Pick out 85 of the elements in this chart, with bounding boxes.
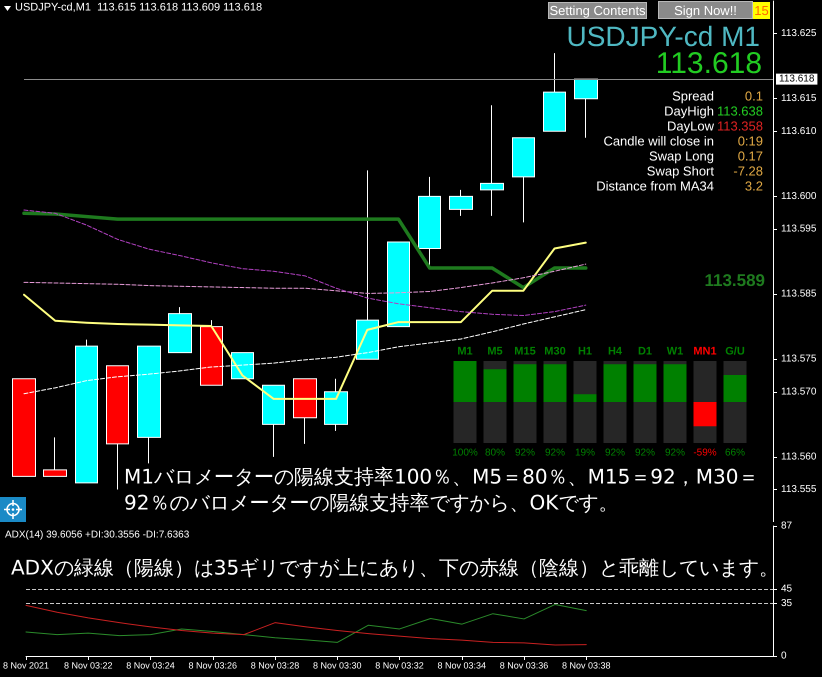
- ref-line-label: 113.618: [779, 74, 815, 85]
- candlestick: [293, 378, 317, 444]
- x-tick-label: 8 Nov 03:36: [500, 660, 548, 670]
- x-tick-label: M5: [487, 346, 503, 358]
- x-tick-label: M30: [544, 346, 566, 358]
- candlestick: [262, 384, 285, 458]
- x-tick-label: 8 Nov 03:26: [188, 660, 238, 670]
- line-series: [24, 264, 586, 294]
- x-tick-label: M15: [514, 346, 536, 358]
- annotation: DayHigh: [664, 103, 714, 120]
- y-tick-label: 45: [781, 583, 793, 594]
- y-tick-label: 113.575: [781, 354, 817, 365]
- y-tick-label: 87: [781, 520, 793, 532]
- annotation: Candle will close in: [603, 133, 714, 150]
- x-tick-label: 8 Nov 03:22: [64, 660, 113, 670]
- badge: 15: [753, 2, 770, 19]
- annotation: M1バロメーターの陽線支持率100％、M5＝80％、M15＝92，M30＝: [124, 464, 758, 488]
- annotation: 113.358: [716, 118, 763, 134]
- candlestick: [200, 320, 223, 386]
- x-tick-label: 8 Nov 03:34: [437, 660, 486, 670]
- data-label: 92%: [604, 448, 626, 458]
- data-label: 100%: [452, 448, 478, 458]
- y-tick-label: 113.570: [781, 386, 817, 398]
- data-label: 80%: [484, 448, 506, 458]
- x-tick-label: 8 Nov 03:32: [375, 660, 424, 670]
- annotation: -7.28: [733, 163, 763, 180]
- y-tick-label: 113.585: [781, 288, 817, 300]
- y-tick-label: 113.560: [781, 451, 817, 462]
- chart-title: ADX(14) 39.6056 +DI:30.3556 -DI:7.6363: [5, 528, 190, 540]
- data-label: 92%: [514, 448, 536, 458]
- y-tick-label: 113.600: [781, 190, 817, 202]
- annotation: 113.638: [716, 103, 763, 120]
- line-series: [22, 212, 588, 290]
- candlestick: [480, 104, 504, 216]
- y-tick-label: 0: [781, 650, 787, 662]
- candlestick: [449, 189, 473, 216]
- candlestick: [387, 241, 410, 328]
- x-tick-label: W1: [666, 346, 684, 358]
- x-tick-label: MN1: [693, 346, 717, 358]
- bar: [694, 402, 716, 426]
- candlestick: [43, 436, 67, 477]
- y-tick-label: 113.615: [781, 93, 817, 104]
- annotation: 113.589: [704, 270, 765, 290]
- annotation: Swap Short: [646, 163, 714, 180]
- candlestick: [168, 306, 192, 354]
- line-series: [24, 210, 586, 316]
- candlestick: [512, 137, 535, 223]
- data-label: 19%: [574, 448, 596, 458]
- x-tick-label: 8 Nov 03:28: [250, 660, 300, 670]
- y-tick-label: 113.555: [781, 484, 817, 495]
- x-tick-label: 8 Nov 03:24: [126, 660, 175, 670]
- button[interactable]: Sign Now!!: [658, 1, 753, 19]
- x-tick-label: M1: [457, 346, 473, 358]
- data-label: -59%: [693, 448, 717, 458]
- annotation: ADXの緑線（陽線）は35ギリですが上にあり、下の赤線（陰線）と乖離しています。: [11, 556, 780, 580]
- button[interactable]: Setting Contents: [548, 2, 647, 19]
- chart-title: USDJPY-cd,M1 113.615 113.618 113.609 113.618: [15, 1, 262, 14]
- x-tick-label: G/U: [725, 346, 745, 358]
- annotation: 92％のバロメーターの陽線支持率ですから、OKです。: [124, 490, 618, 514]
- x-tick-label: 8 Nov 2021: [2, 660, 50, 670]
- x-tick-label: H4: [608, 346, 623, 358]
- data-label: 92%: [664, 448, 686, 458]
- annotation: 0.1: [744, 88, 763, 104]
- x-tick-label: 8 Nov 03:30: [312, 660, 362, 670]
- annotation: 0.17: [738, 148, 763, 164]
- data-label: 66%: [724, 448, 746, 458]
- annotation: 3.2: [744, 178, 763, 194]
- candlestick: [574, 78, 598, 138]
- y-tick-label: 113.595: [781, 223, 817, 234]
- data-label: 92%: [634, 448, 656, 458]
- annotation: Swap Long: [648, 148, 714, 164]
- y-tick-label: 35: [781, 598, 793, 610]
- y-tick-label: 113.610: [781, 126, 817, 137]
- candlestick: [543, 52, 566, 132]
- x-tick-label: 8 Nov 03:38: [562, 660, 611, 670]
- annotation: 0:19: [738, 133, 763, 150]
- annotation: Distance from MA34: [596, 178, 714, 194]
- x-tick-label: H1: [578, 346, 592, 358]
- annotation: DayLow: [667, 118, 714, 134]
- annotation: Spread: [672, 88, 714, 104]
- x-tick-label: D1: [638, 346, 652, 358]
- y-tick-label: 113.625: [781, 28, 817, 40]
- bar: [574, 394, 596, 402]
- candlestick: [324, 378, 348, 432]
- data-label: 92%: [544, 448, 566, 458]
